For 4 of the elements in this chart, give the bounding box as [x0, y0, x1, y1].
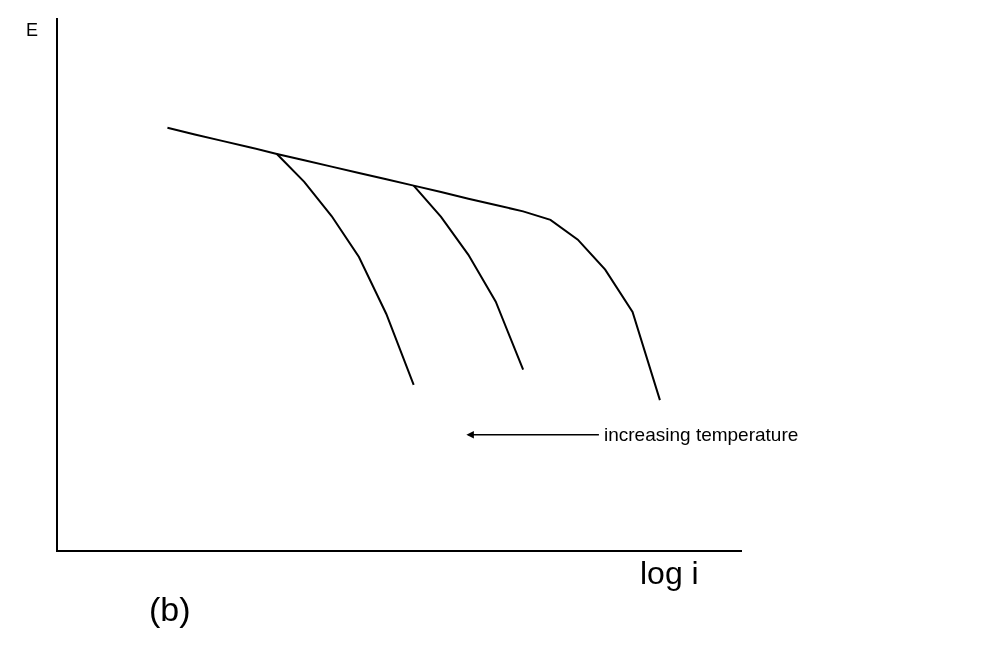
text: (b) [149, 590, 191, 628]
x-axis-title: log i [640, 555, 699, 591]
y-axis-title: E [26, 20, 39, 40]
annotation: increasing temperature [604, 424, 799, 445]
